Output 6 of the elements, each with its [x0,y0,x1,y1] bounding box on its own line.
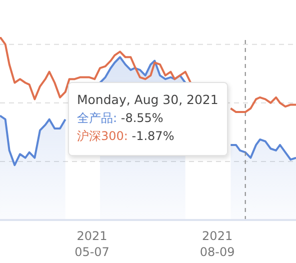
annotation: Monday, Aug 30, 2021 [77,91,219,109]
annotation: 全产品: -8.55% [77,111,164,125]
x-tick-label: 2021 05-07 [74,229,110,259]
tooltip-panel: Monday, Aug 30, 2021 全产品: -8.55% 沪深300: -1.87% [68,82,228,156]
annotation: 沪深300: -1.87% [77,129,174,143]
x-tick-label: 2021 08-09 [200,229,235,259]
